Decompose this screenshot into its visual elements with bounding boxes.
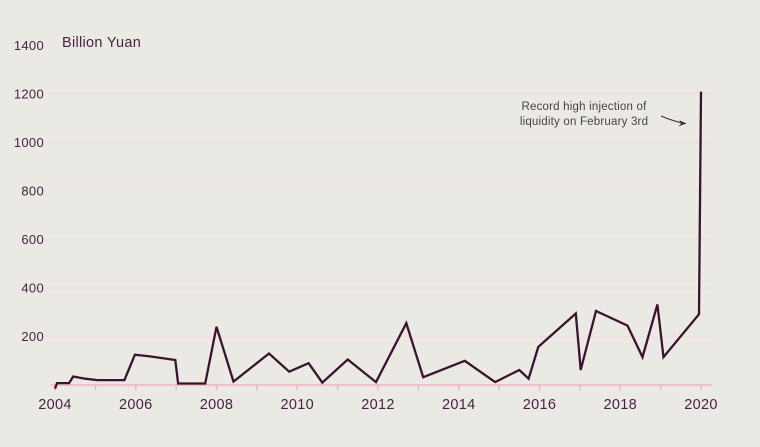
y-tick-label: 1200 (14, 87, 44, 102)
x-tick-label: 2016 (523, 397, 556, 413)
y-tick-label: 1400 (14, 38, 44, 53)
annotation-arrow-head (678, 120, 686, 127)
x-tick-label: 2004 (38, 397, 71, 413)
y-tick-label: 400 (21, 281, 44, 296)
y-tick-label: 200 (21, 329, 44, 344)
annotation-callout: Record high injection of liquidity on Fe… (508, 100, 660, 129)
annotation-line-2: liquidity on February 3rd (519, 115, 649, 128)
x-tick-label: 2014 (442, 397, 475, 413)
y-axis-unit-title: Billion Yuan (62, 35, 142, 51)
y-tick-label: 800 (21, 184, 44, 199)
y-tick-label: 600 (21, 232, 44, 247)
x-tick-label: 2010 (281, 397, 314, 413)
x-tick-label: 2012 (361, 397, 394, 413)
x-tick-label: 2008 (200, 397, 233, 413)
x-tick-label: 2018 (604, 397, 637, 413)
x-tick-label: 2020 (684, 397, 717, 413)
data-line (53, 91, 703, 389)
y-tick-label: 1000 (14, 135, 44, 150)
x-tick-label: 2006 (119, 397, 152, 413)
annotation-line-1: Record high injection of (521, 101, 647, 113)
